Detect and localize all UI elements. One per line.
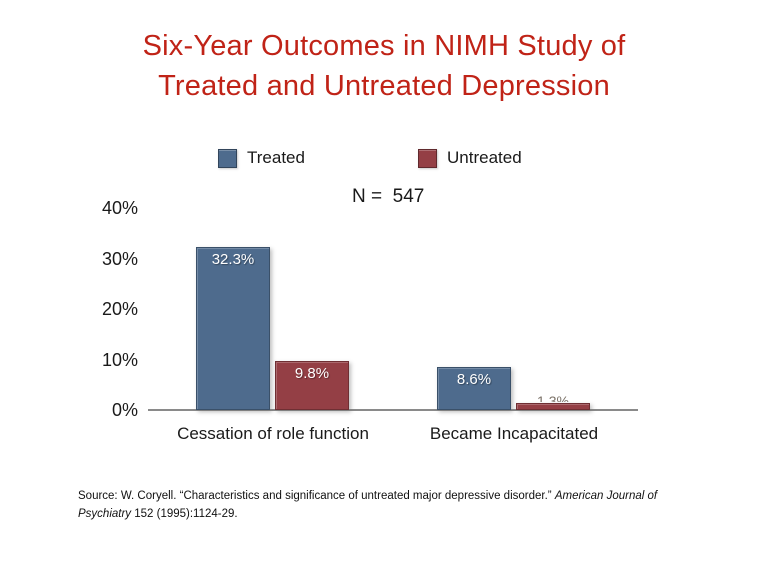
source-text-regular-1: Source: W. Coryell. “Characteristics and…: [78, 490, 555, 502]
slide-title-line2: Treated and Untreated Depression: [158, 70, 610, 102]
bar-untreated-became-incapacitated: 1.3%: [516, 394, 590, 410]
chart-legend: Treated Untreated: [0, 148, 768, 170]
legend-label-untreated: Untreated: [447, 148, 522, 167]
sample-size-label: N = 547: [352, 186, 425, 207]
bar-treated-cessation-of-role-function: 32.3%: [196, 246, 270, 410]
slide-title: Six-Year Outcomes in NIMH Study of Treat…: [0, 26, 768, 106]
y-tick-label-20: 20%: [101, 299, 138, 319]
source-text-regular-2: 152 (1995):1124-29.: [131, 507, 238, 520]
plot-area: 32.3% 9.8% 8.6% 1.3%: [148, 208, 638, 411]
x-axis-line: [148, 409, 638, 411]
untreated-color-swatch: [418, 148, 437, 168]
y-axis: 40% 30% 20% 10% 0%: [50, 199, 138, 419]
source-text-italic-1: American Journal of: [554, 490, 658, 502]
bar-treated-became-incapacitated: 8.6%: [437, 366, 511, 410]
bar-value-label-treated-cessation: 32.3%: [211, 250, 255, 268]
treated-color-swatch: [218, 148, 237, 168]
legend-item-treated: Treated: [218, 148, 305, 168]
legend-label-treated: Treated: [247, 148, 305, 167]
y-tick-label-0: 0%: [111, 400, 138, 420]
bar-value-label-treated-incapacitated: 8.6%: [456, 370, 492, 388]
source-citation: Source: W. Coryell. “Characteristics and…: [78, 488, 698, 523]
y-tick-label-10: 10%: [101, 349, 138, 370]
bar-value-label-untreated-cessation: 9.8%: [294, 364, 330, 382]
category-label-became-incapacitated: Became Incapacitated: [429, 424, 599, 443]
slide-title-line1: Six-Year Outcomes in NIMH Study of: [142, 30, 626, 62]
bar-untreated-cessation-of-role-function: 9.8%: [275, 360, 349, 410]
y-tick-label-40: 40%: [101, 198, 138, 218]
y-tick-label-30: 30%: [101, 248, 138, 269]
category-label-cessation-of-role-function: Cessation of role function: [177, 424, 369, 443]
source-text-italic-2: Psychiatry: [78, 507, 132, 520]
bar-value-label-untreated-incapacitated: 1.3%: [537, 394, 569, 403]
legend-item-untreated: Untreated: [418, 148, 522, 168]
